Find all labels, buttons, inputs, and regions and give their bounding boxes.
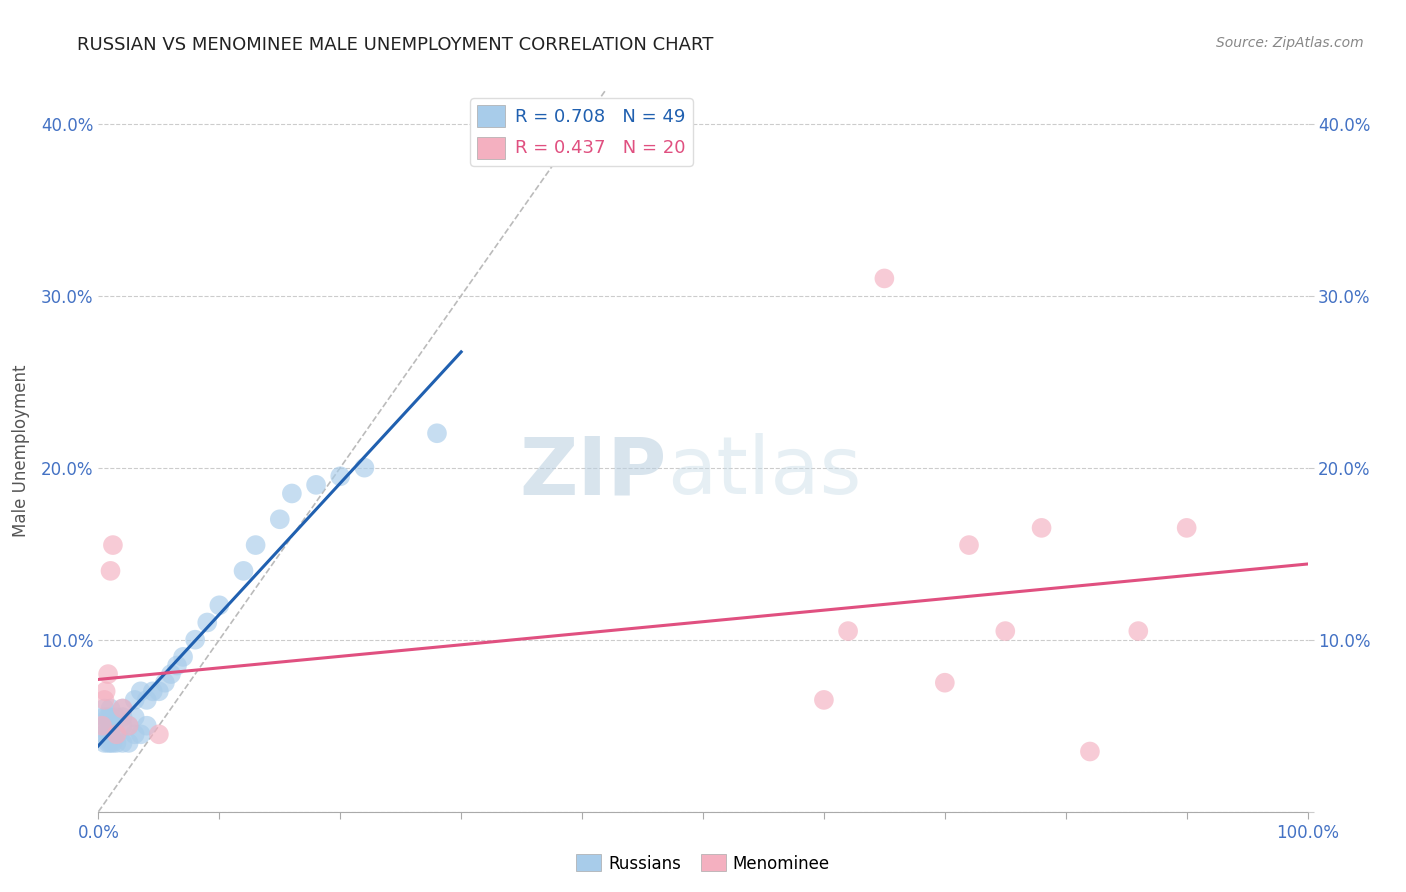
Point [93, 719, 115, 733]
Point [195, 615, 218, 630]
Text: ZIP: ZIP [519, 434, 666, 511]
Text: Source: ZipAtlas.com: Source: ZipAtlas.com [1216, 36, 1364, 50]
Point [329, 469, 352, 483]
Point [129, 727, 152, 741]
Point [1078, 744, 1101, 758]
Point [153, 675, 176, 690]
Point [93, 736, 115, 750]
Point [135, 693, 157, 707]
Point [305, 478, 328, 492]
Point [93, 693, 115, 707]
Point [1175, 521, 1198, 535]
Point [100, 701, 122, 715]
Point [97, 736, 120, 750]
Point [100, 736, 122, 750]
Point [994, 624, 1017, 639]
Point [232, 564, 254, 578]
Point [837, 624, 859, 639]
Point [813, 693, 835, 707]
Point [957, 538, 980, 552]
Point [100, 719, 122, 733]
Point [1031, 521, 1053, 535]
Point [101, 538, 124, 552]
Point [105, 710, 128, 724]
Point [100, 564, 122, 578]
Point [93, 727, 115, 741]
Text: RUSSIAN VS MENOMINEE MALE UNEMPLOYMENT CORRELATION CHART: RUSSIAN VS MENOMINEE MALE UNEMPLOYMENT C… [77, 36, 714, 54]
Point [97, 667, 120, 681]
Point [105, 736, 128, 750]
Point [111, 736, 134, 750]
Point [118, 719, 141, 733]
Point [93, 710, 115, 724]
Point [94, 684, 117, 698]
Point [129, 684, 152, 698]
Point [100, 710, 122, 724]
Point [105, 727, 128, 741]
Point [245, 538, 267, 552]
Point [135, 719, 157, 733]
Point [208, 599, 231, 613]
Point [91, 719, 114, 733]
Point [873, 271, 896, 285]
Point [184, 632, 207, 647]
Point [172, 649, 194, 664]
Point [148, 684, 170, 698]
Point [124, 693, 146, 707]
Point [100, 727, 122, 741]
Point [142, 684, 165, 698]
Point [124, 710, 146, 724]
Point [1128, 624, 1150, 639]
Legend: R = 0.708   N = 49, R = 0.437   N = 20: R = 0.708 N = 49, R = 0.437 N = 20 [470, 98, 693, 166]
Y-axis label: Male Unemployment: Male Unemployment [11, 364, 30, 537]
Point [111, 701, 134, 715]
Point [111, 710, 134, 724]
Point [353, 460, 375, 475]
Point [934, 675, 956, 690]
Point [101, 719, 124, 733]
Point [148, 727, 170, 741]
Point [97, 710, 120, 724]
Point [118, 736, 141, 750]
Point [124, 727, 146, 741]
Point [118, 719, 141, 733]
Legend: Russians, Menominee: Russians, Menominee [569, 847, 837, 880]
Point [160, 667, 183, 681]
Point [101, 736, 124, 750]
Point [111, 701, 134, 715]
Point [97, 727, 120, 741]
Point [111, 719, 134, 733]
Point [426, 426, 449, 441]
Point [269, 512, 291, 526]
Point [166, 658, 188, 673]
Point [105, 727, 128, 741]
Point [93, 701, 115, 715]
Point [281, 486, 304, 500]
Text: atlas: atlas [666, 434, 860, 511]
Point [97, 719, 120, 733]
